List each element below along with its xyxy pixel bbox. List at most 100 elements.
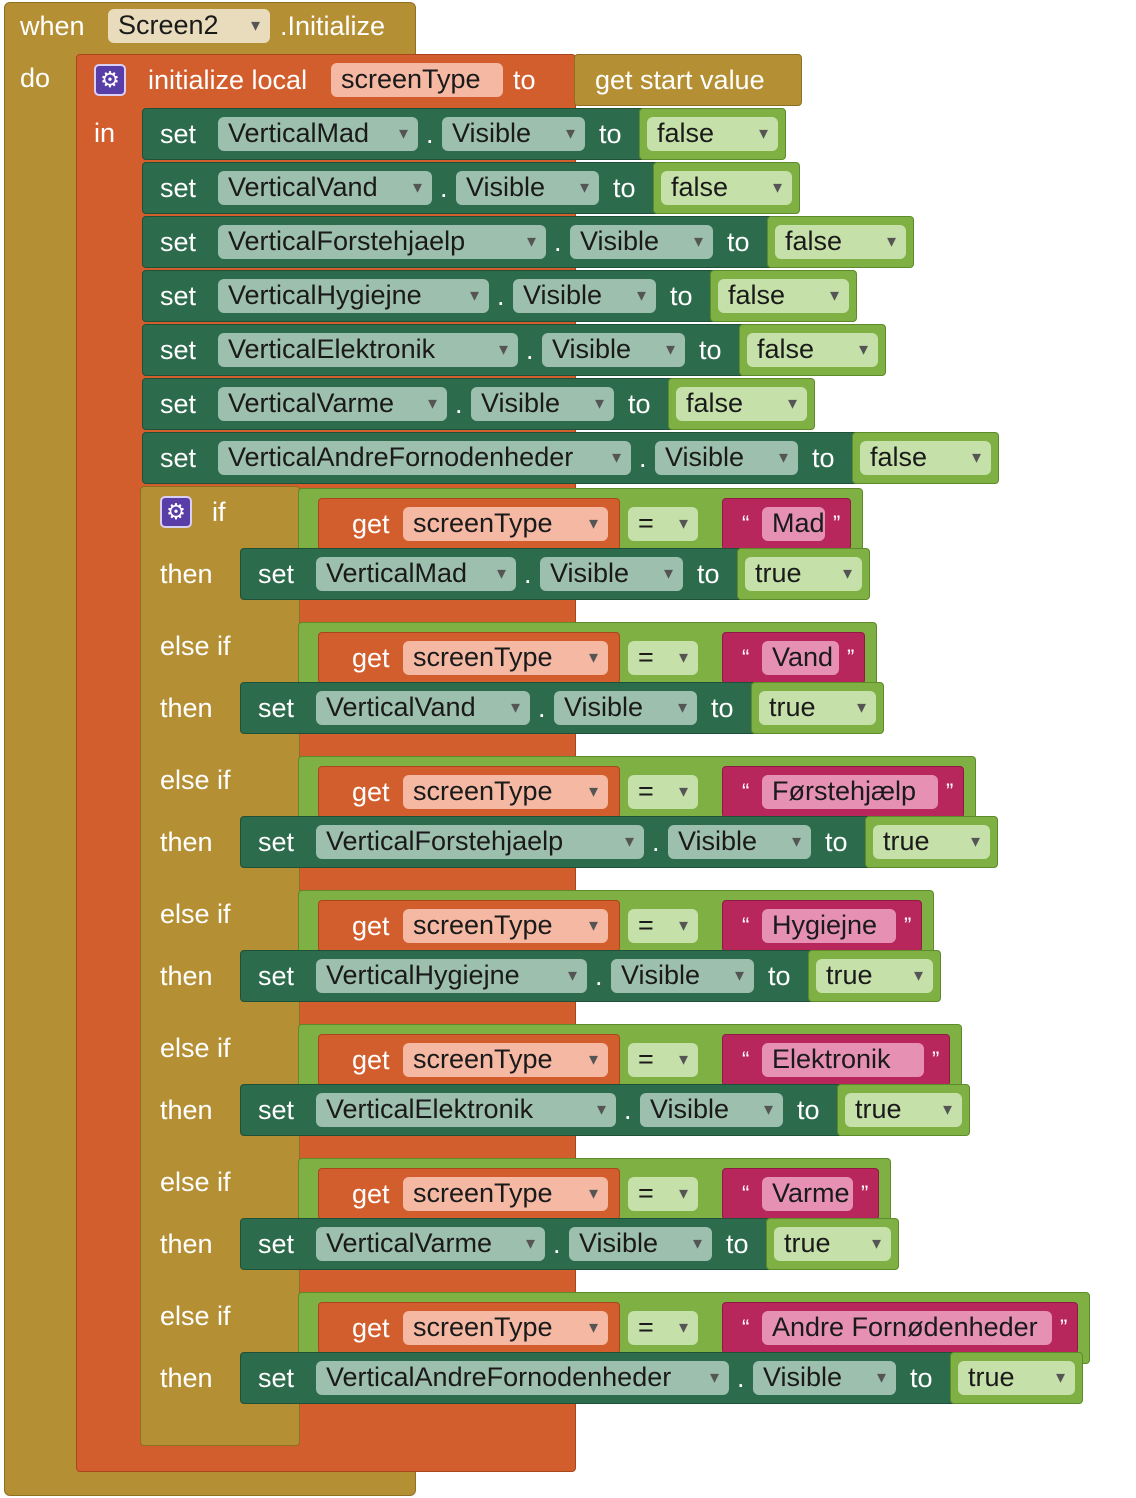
branch-bool-dropdown-5[interactable]: true bbox=[774, 1227, 891, 1261]
init-to-label-3: to bbox=[670, 281, 693, 311]
get-variable-dropdown-1[interactable]: screenType bbox=[403, 641, 608, 675]
branch-to-label-5: to bbox=[726, 1229, 749, 1259]
init-set-label-0: set bbox=[160, 119, 197, 149]
branch-component-dropdown-1[interactable]: VerticalVand bbox=[316, 691, 530, 725]
text-value-field-3[interactable]: Hygiejne bbox=[762, 909, 896, 943]
branch-bool-dropdown-2[interactable]: true bbox=[873, 825, 990, 859]
text-value-field-4[interactable]: Elektronik bbox=[762, 1043, 924, 1077]
if-mutator-gear-icon[interactable]: ⚙ bbox=[160, 496, 192, 528]
init-bool-dropdown-2[interactable]: false bbox=[775, 225, 906, 259]
mutator-gear-icon[interactable]: ⚙ bbox=[94, 64, 126, 96]
branch-property-dropdown-1[interactable]: Visible bbox=[554, 691, 697, 725]
init-property-dropdown-3[interactable]: Visible bbox=[513, 279, 656, 313]
init-component-dropdown-2[interactable]: VerticalForstehjaelp bbox=[218, 225, 546, 259]
close-quote-5: ” bbox=[861, 1181, 869, 1206]
screen-component-dropdown[interactable]: Screen2 bbox=[108, 9, 270, 43]
init-component-dropdown-4[interactable]: VerticalElektronik bbox=[218, 333, 518, 367]
branch-bool-dropdown-0[interactable]: true bbox=[745, 557, 862, 591]
get-variable-dropdown-3[interactable]: screenType bbox=[403, 909, 608, 943]
branch-set-label-1: set bbox=[258, 693, 295, 723]
init-dot-6: . bbox=[639, 443, 647, 473]
get-variable-dropdown-5[interactable]: screenType bbox=[403, 1177, 608, 1211]
init-set-label-1: set bbox=[160, 173, 197, 203]
init-bool-dropdown-5[interactable]: false bbox=[676, 387, 807, 421]
operator-dropdown-3[interactable]: = bbox=[628, 909, 698, 943]
operator-dropdown-5[interactable]: = bbox=[628, 1177, 698, 1211]
init-to-label-1: to bbox=[613, 173, 636, 203]
init-dot-5: . bbox=[455, 389, 463, 419]
branch-component-dropdown-0[interactable]: VerticalMad bbox=[316, 557, 516, 591]
init-bool-dropdown-4[interactable]: false bbox=[747, 333, 878, 367]
then-label-3: then bbox=[160, 961, 213, 991]
init-bool-dropdown-0[interactable]: false bbox=[647, 117, 778, 151]
text-value-field-1[interactable]: Vand bbox=[762, 641, 839, 675]
operator-dropdown-0[interactable]: = bbox=[628, 507, 698, 541]
text-value-field-0[interactable]: Mad bbox=[762, 507, 825, 541]
branch-set-label-4: set bbox=[258, 1095, 295, 1125]
get-start-value-block[interactable] bbox=[574, 54, 802, 106]
branch-property-dropdown-3[interactable]: Visible bbox=[611, 959, 754, 993]
open-quote-3: “ bbox=[742, 913, 750, 938]
init-component-dropdown-6[interactable]: VerticalAndreFornodenheder bbox=[218, 441, 631, 475]
init-bool-dropdown-1[interactable]: false bbox=[661, 171, 792, 205]
init-property-dropdown-0[interactable]: Visible bbox=[442, 117, 585, 151]
branch-property-dropdown-4[interactable]: Visible bbox=[640, 1093, 783, 1127]
init-to-label-2: to bbox=[727, 227, 750, 257]
branch-property-dropdown-0[interactable]: Visible bbox=[540, 557, 683, 591]
init-bool-dropdown-6[interactable]: false bbox=[860, 441, 991, 475]
operator-dropdown-4[interactable]: = bbox=[628, 1043, 698, 1077]
init-property-dropdown-4[interactable]: Visible bbox=[542, 333, 685, 367]
get-start-value-label: get start value bbox=[595, 65, 765, 95]
local-variable-name-field[interactable]: screenType bbox=[331, 63, 503, 97]
get-variable-dropdown-2[interactable]: screenType bbox=[403, 775, 608, 809]
operator-dropdown-6[interactable]: = bbox=[628, 1311, 698, 1345]
operator-dropdown-2[interactable]: = bbox=[628, 775, 698, 809]
text-value-field-2[interactable]: Førstehjælp bbox=[762, 775, 938, 809]
open-quote-4: “ bbox=[742, 1047, 750, 1072]
init-component-dropdown-0[interactable]: VerticalMad bbox=[218, 117, 418, 151]
get-label-3: get bbox=[352, 911, 390, 941]
get-variable-dropdown-0[interactable]: screenType bbox=[403, 507, 608, 541]
branch-to-label-6: to bbox=[910, 1363, 933, 1393]
get-variable-dropdown-4[interactable]: screenType bbox=[403, 1043, 608, 1077]
init-component-dropdown-3[interactable]: VerticalHygiejne bbox=[218, 279, 489, 313]
branch-component-dropdown-4[interactable]: VerticalElektronik bbox=[316, 1093, 616, 1127]
init-to-label-0: to bbox=[599, 119, 622, 149]
text-value-field-6[interactable]: Andre Fornødenheder bbox=[762, 1311, 1052, 1345]
operator-dropdown-1[interactable]: = bbox=[628, 641, 698, 675]
branch-component-dropdown-6[interactable]: VerticalAndreFornodenheder bbox=[316, 1361, 729, 1395]
init-set-label-3: set bbox=[160, 281, 197, 311]
branch-bool-dropdown-1[interactable]: true bbox=[759, 691, 876, 725]
branch-bool-dropdown-4[interactable]: true bbox=[845, 1093, 962, 1127]
branch-component-dropdown-3[interactable]: VerticalHygiejne bbox=[316, 959, 587, 993]
init-component-dropdown-1[interactable]: VerticalVand bbox=[218, 171, 432, 205]
init-property-dropdown-5[interactable]: Visible bbox=[471, 387, 614, 421]
branch-to-label-0: to bbox=[697, 559, 720, 589]
branch-component-dropdown-2[interactable]: VerticalForstehjaelp bbox=[316, 825, 644, 859]
branch-to-label-2: to bbox=[825, 827, 848, 857]
if-branch-label-6: else if bbox=[160, 1301, 231, 1331]
branch-property-dropdown-6[interactable]: Visible bbox=[753, 1361, 896, 1395]
get-label-6: get bbox=[352, 1313, 390, 1343]
close-quote-0: ” bbox=[833, 511, 841, 536]
branch-component-dropdown-5[interactable]: VerticalVarme bbox=[316, 1227, 545, 1261]
get-label-2: get bbox=[352, 777, 390, 807]
init-dot-2: . bbox=[554, 227, 562, 257]
init-component-dropdown-5[interactable]: VerticalVarme bbox=[218, 387, 447, 421]
init-bool-dropdown-3[interactable]: false bbox=[718, 279, 849, 313]
event-name-label: .Initialize bbox=[280, 11, 386, 41]
get-variable-dropdown-6[interactable]: screenType bbox=[403, 1311, 608, 1345]
init-property-dropdown-6[interactable]: Visible bbox=[655, 441, 798, 475]
branch-property-dropdown-5[interactable]: Visible bbox=[569, 1227, 712, 1261]
open-quote-1: “ bbox=[742, 645, 750, 670]
if-branch-label-3: else if bbox=[160, 899, 231, 929]
branch-bool-dropdown-3[interactable]: true bbox=[816, 959, 933, 993]
branch-bool-dropdown-6[interactable]: true bbox=[958, 1361, 1075, 1395]
branch-set-label-0: set bbox=[258, 559, 295, 589]
branch-set-label-6: set bbox=[258, 1363, 295, 1393]
init-property-dropdown-2[interactable]: Visible bbox=[570, 225, 713, 259]
branch-property-dropdown-2[interactable]: Visible bbox=[668, 825, 811, 859]
text-value-field-5[interactable]: Varme bbox=[762, 1177, 853, 1211]
init-dot-0: . bbox=[426, 119, 434, 149]
init-property-dropdown-1[interactable]: Visible bbox=[456, 171, 599, 205]
